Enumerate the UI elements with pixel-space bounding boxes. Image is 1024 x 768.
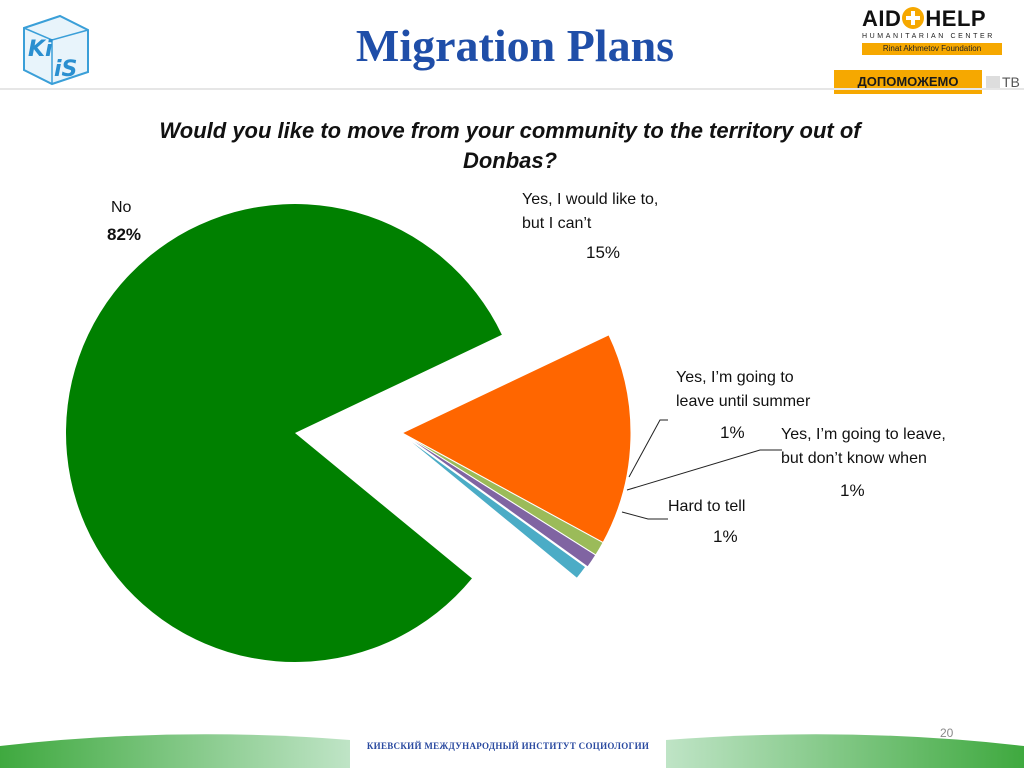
slice-value-summer: 1% [720,423,745,442]
aid-help-logo: AID HELP HUMANITARIAN CENTER Rinat Akhmet… [858,6,1008,56]
pie-slice-hard [399,432,587,580]
slice-label-hard: Hard to tell [668,498,746,515]
slice-label-yes-cant-1: Yes, I would like to, [522,191,659,208]
slice-label-summer-1: Yes, I’m going to [676,369,794,386]
footer-institute: КИЕВСКИЙ МЕЖДУНАРОДНЫЙ ИНСТИТУТ СОЦИОЛОГ… [366,741,650,751]
leader-line-summer [628,419,668,478]
leader-line-when [626,449,782,491]
slice-value-hard: 1% [713,527,738,546]
slice-label-when-2: but don’t know when [781,450,927,467]
plus-icon [986,76,1000,88]
pie-slice-no [65,204,502,663]
svg-text:iS: iS [54,57,77,82]
pie-slice-yes-cant [400,334,632,544]
footer-band [0,722,1024,768]
aid-help-subtitle: HUMANITARIAN CENTER [862,33,995,40]
dopomozhemo-logo: ДОПОМОЖЕМО ТВ [830,68,1024,96]
kiis-logo: Ki iS [23,14,89,86]
aid-help-foundation: Rinat Akhmetov Foundation [862,43,1002,55]
slice-label-summer-2: leave until summer [676,393,811,410]
aid-help-brand: AID HELP [862,6,987,31]
pie-slice-when [401,432,597,568]
slice-value-no: 82% [107,225,142,244]
slice-label-no: No [111,199,132,216]
plus-cross-icon [902,7,925,29]
dopomozhemo-text: ДОПОМОЖЕМО [834,70,982,94]
page-title: Migration Plans [355,20,675,71]
header-divider [0,88,1024,90]
chart-title: Would you like to move from your communi… [159,118,861,173]
slice-label-yes-cant-2: but I can’t [522,215,592,232]
svg-text:Ki: Ki [28,37,53,62]
tv-text: ТВ [1002,74,1020,90]
slice-value-when: 1% [840,481,865,500]
page-number: 20 [940,726,954,740]
leader-line-hard [621,511,668,520]
slice-label-when-1: Yes, I’m going to leave, [781,426,946,443]
slice-value-yes-cant: 15% [586,243,621,262]
